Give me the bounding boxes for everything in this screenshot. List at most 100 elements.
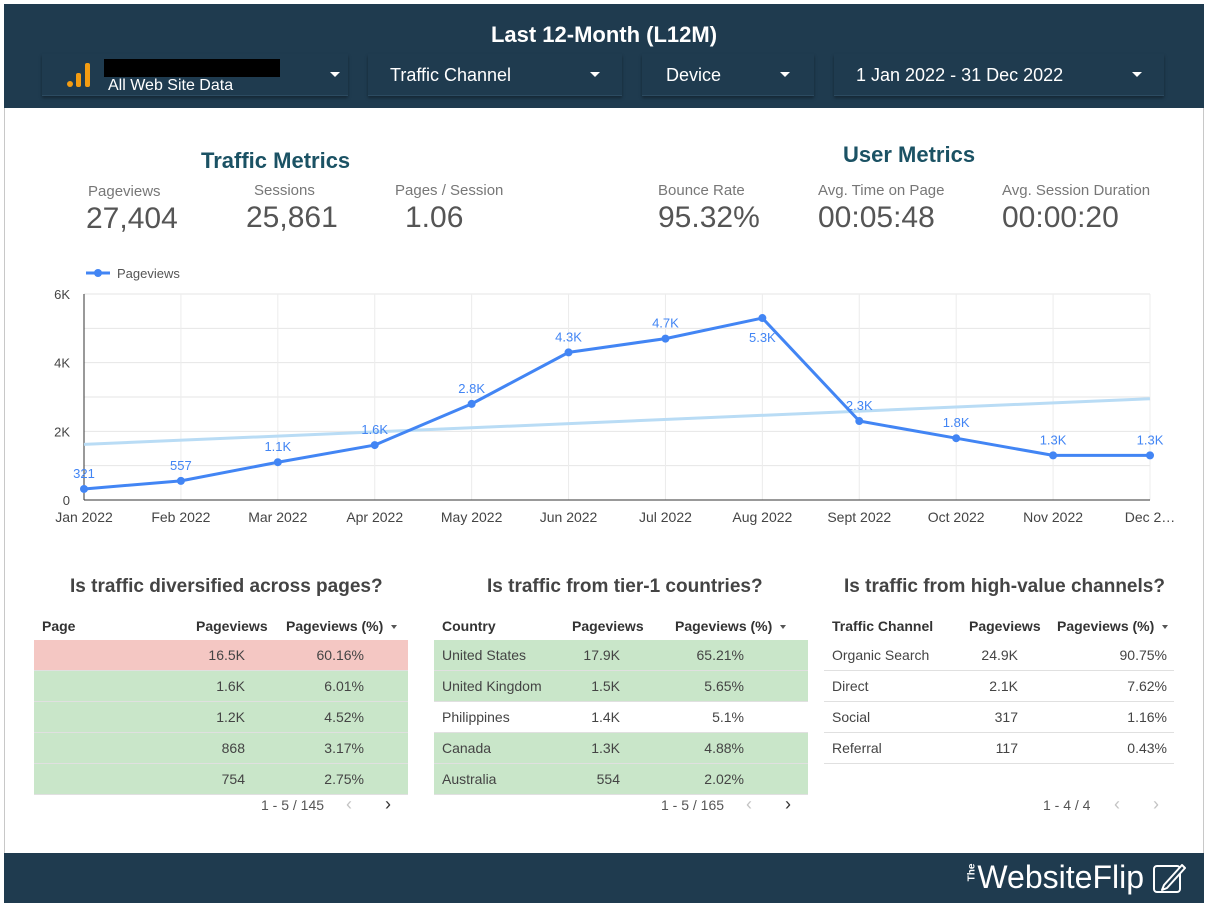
chevron-down-icon <box>1132 72 1142 77</box>
row-pageviews-pct: 7.62% <box>1127 678 1167 694</box>
column-header-traffic-channel[interactable]: Traffic Channel <box>832 618 934 634</box>
table-row[interactable] <box>434 640 808 671</box>
prev-page-icon[interactable]: ‹ <box>746 794 752 814</box>
metric-label: Avg. Time on Page <box>818 182 945 199</box>
user-metrics-title: User Metrics <box>843 142 976 167</box>
column-header-pageviews-pct[interactable]: Pageviews (%) <box>286 618 398 646</box>
sort-desc-icon <box>391 625 398 630</box>
traffic-channel-filter[interactable]: Traffic Channel <box>368 54 622 96</box>
table-row[interactable] <box>34 733 408 764</box>
data-label: 1.3K <box>1040 432 1067 447</box>
metric-value: 95.32% <box>658 201 760 234</box>
table-row[interactable] <box>434 764 808 795</box>
table-row[interactable] <box>824 671 1174 702</box>
metric-pageviews: Pageviews 27,404 <box>86 183 178 236</box>
metric-label: Bounce Rate <box>658 182 745 199</box>
table-row[interactable] <box>434 733 808 764</box>
row-pageviews-pct: 1.16% <box>1127 709 1167 725</box>
data-label: 4.7K <box>652 316 679 331</box>
data-point <box>273 458 282 467</box>
data-point <box>758 314 767 323</box>
table-row[interactable] <box>824 733 1174 764</box>
device-label: Device <box>666 65 722 85</box>
column-header-pageviews[interactable]: Pageviews <box>572 618 644 634</box>
property-selector[interactable]: All Web Site Data <box>42 54 348 96</box>
traffic-channel-label: Traffic Channel <box>390 65 512 85</box>
data-point <box>952 434 961 443</box>
row-name: Social <box>832 709 871 725</box>
metric-sessions: Sessions 25,861 <box>246 182 338 235</box>
column-header-pageviews[interactable]: Pageviews <box>969 618 1041 634</box>
table-row[interactable] <box>34 671 408 702</box>
row-pageviews: 868 <box>221 740 245 756</box>
row-name: Australia <box>442 771 497 787</box>
traffic-metrics-title: Traffic Metrics <box>201 148 351 173</box>
row-pageviews-pct: 5.1% <box>712 709 744 725</box>
date-range-picker[interactable]: 1 Jan 2022 - 31 Dec 2022 <box>834 54 1164 96</box>
row-pageviews: 24.9K <box>981 647 1018 663</box>
next-page-icon[interactable]: › <box>385 794 391 814</box>
chevron-down-icon <box>590 72 600 77</box>
table-row[interactable] <box>434 671 808 702</box>
metric-value: 1.06 <box>405 201 464 234</box>
x-tick-label: Jan 2022 <box>55 509 113 525</box>
data-label: 4.3K <box>555 329 582 344</box>
data-point <box>80 484 88 493</box>
metric-pages-per-session: Pages / Session 1.06 <box>395 182 503 235</box>
data-point <box>661 334 670 343</box>
data-point <box>564 348 573 357</box>
column-header-page[interactable]: Page <box>42 618 76 634</box>
row-pageviews: 2.1K <box>989 678 1018 694</box>
x-tick-label: Oct 2022 <box>928 509 985 525</box>
prev-page-icon[interactable]: ‹ <box>1114 794 1120 814</box>
row-name: Referral <box>832 740 882 756</box>
row-name: Philippines <box>442 709 510 725</box>
data-point <box>1146 451 1154 460</box>
row-name: Direct <box>832 678 869 694</box>
x-tick-label: Jul 2022 <box>639 509 692 525</box>
countries-table: Country Pageviews Pageviews (%) United S… <box>434 612 808 795</box>
column-header-country[interactable]: Country <box>442 618 496 634</box>
metric-label: Pages / Session <box>395 182 504 199</box>
pages-pager-label: 1 - 5 / 145 <box>261 797 325 813</box>
table-row[interactable] <box>34 640 408 671</box>
redacted-account-name <box>104 59 280 77</box>
table-row[interactable] <box>824 640 1174 671</box>
series-line-pageviews <box>83 316 1150 491</box>
column-header-pageviews[interactable]: Pageviews <box>196 618 268 634</box>
row-pageviews: 1.2K <box>216 709 245 725</box>
y-tick-label: 4K <box>54 356 70 371</box>
table-row[interactable] <box>824 702 1174 733</box>
x-tick-label: Feb 2022 <box>151 509 210 525</box>
row-pageviews: 754 <box>221 771 245 787</box>
table-row[interactable] <box>34 764 408 795</box>
x-tick-label: Jun 2022 <box>540 509 598 525</box>
countries-table-title: Is traffic from tier-1 countries? <box>487 576 763 597</box>
x-tick-label: Dec 2… <box>1125 509 1176 525</box>
row-pageviews-pct: 5.65% <box>704 678 744 694</box>
y-tick-label: 2K <box>54 424 70 439</box>
chevron-down-icon <box>330 72 340 77</box>
row-pageviews-pct: 0.43% <box>1127 740 1167 756</box>
data-point <box>855 417 864 426</box>
y-tick-label: 0 <box>63 493 70 508</box>
prev-page-icon[interactable]: ‹ <box>346 794 352 814</box>
countries-pager-label: 1 - 5 / 165 <box>661 797 725 813</box>
next-page-icon[interactable]: › <box>785 794 791 814</box>
data-label: 2.3K <box>846 398 873 413</box>
table-row[interactable] <box>434 702 808 733</box>
row-pageviews: 1.4K <box>591 709 620 725</box>
metric-value: 00:05:48 <box>818 201 935 234</box>
data-label: 1.8K <box>943 415 970 430</box>
next-page-icon[interactable]: › <box>1153 794 1159 814</box>
channels-pager-label: 1 - 4 / 4 <box>1043 797 1091 813</box>
row-pageviews-pct: 2.02% <box>704 771 744 787</box>
row-pageviews-pct: 60.16% <box>316 647 364 663</box>
brand-logo: The WebsiteFlip <box>967 859 1144 896</box>
column-header-pageviews-pct[interactable]: Pageviews (%) <box>1057 618 1169 646</box>
footer-bar: The WebsiteFlip <box>4 853 1204 903</box>
column-header-pageviews-pct[interactable]: Pageviews (%) <box>675 618 787 646</box>
device-filter[interactable]: Device <box>642 54 814 96</box>
table-row[interactable] <box>34 702 408 733</box>
header-label: Pageviews (%) <box>286 618 384 634</box>
